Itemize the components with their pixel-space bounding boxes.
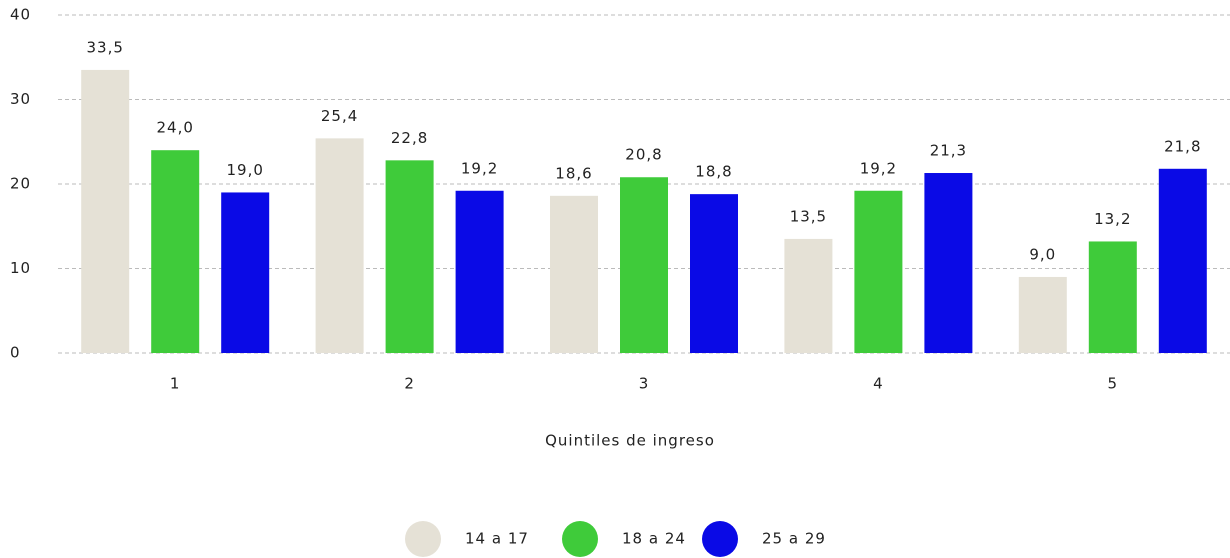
legend-swatch bbox=[562, 521, 598, 557]
bar bbox=[690, 194, 738, 353]
value-label: 21,3 bbox=[930, 142, 967, 160]
bar bbox=[1088, 241, 1137, 353]
y-tick-label: 30 bbox=[10, 90, 31, 108]
legend-label: 14 a 17 bbox=[465, 530, 529, 548]
x-tick-label: 3 bbox=[639, 375, 650, 393]
value-label: 13,2 bbox=[1094, 210, 1131, 228]
y-tick-label: 40 bbox=[10, 6, 31, 24]
x-tick-label: 1 bbox=[170, 375, 181, 393]
value-label: 9,0 bbox=[1029, 245, 1056, 263]
legend-label: 18 a 24 bbox=[622, 530, 686, 548]
value-label: 13,5 bbox=[790, 207, 827, 225]
value-label: 25,4 bbox=[321, 107, 358, 125]
y-tick-label: 10 bbox=[10, 259, 31, 277]
bar bbox=[854, 190, 903, 353]
legend-swatch bbox=[702, 521, 738, 557]
bar bbox=[550, 195, 598, 353]
value-label: 19,0 bbox=[226, 161, 263, 179]
value-label: 18,6 bbox=[555, 164, 592, 182]
y-tick-label: 20 bbox=[10, 175, 31, 193]
legend-label: 25 a 29 bbox=[762, 530, 826, 548]
bar bbox=[784, 238, 833, 353]
bar bbox=[221, 192, 270, 353]
x-tick-label: 4 bbox=[873, 375, 884, 393]
value-label: 21,8 bbox=[1164, 137, 1201, 155]
value-label: 19,2 bbox=[461, 159, 498, 177]
value-label: 24,0 bbox=[156, 119, 193, 137]
legend-swatch bbox=[405, 521, 441, 557]
value-label: 18,8 bbox=[695, 163, 732, 181]
value-label: 20,8 bbox=[625, 146, 662, 164]
bar bbox=[924, 173, 973, 353]
bar bbox=[1158, 168, 1207, 353]
bar bbox=[315, 138, 364, 353]
value-label: 22,8 bbox=[391, 129, 428, 147]
bar bbox=[455, 190, 504, 353]
x-tick-label: 2 bbox=[404, 375, 415, 393]
value-label: 19,2 bbox=[860, 159, 897, 177]
x-tick-label: 5 bbox=[1108, 375, 1119, 393]
bar bbox=[81, 69, 130, 354]
bar bbox=[620, 177, 668, 353]
bar bbox=[151, 150, 200, 353]
bar bbox=[1018, 276, 1067, 353]
y-tick-label: 0 bbox=[10, 344, 21, 362]
x-axis-label: Quintiles de ingreso bbox=[545, 432, 715, 450]
bar bbox=[385, 160, 434, 353]
value-label: 33,5 bbox=[86, 38, 123, 56]
